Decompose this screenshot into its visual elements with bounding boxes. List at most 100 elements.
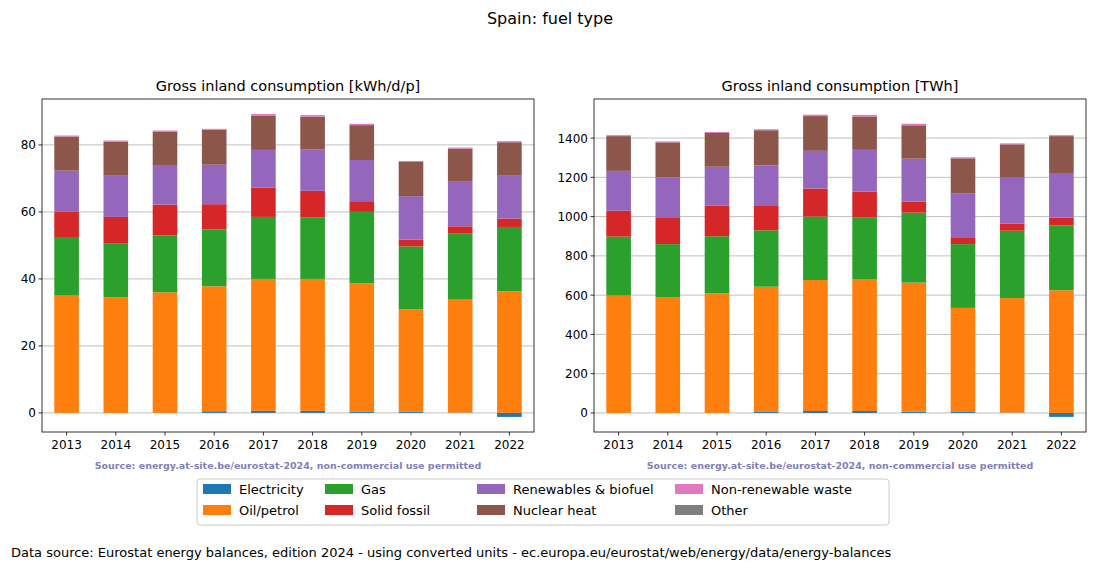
bar (951, 157, 976, 158)
legend-swatch (325, 505, 353, 515)
tick-mark (263, 432, 264, 436)
bar (153, 165, 178, 205)
tick-mark (591, 138, 595, 139)
bar (153, 131, 178, 165)
bar (497, 291, 522, 413)
tick-mark (39, 278, 43, 279)
bar (497, 176, 522, 219)
suptitle: Spain: fuel type (487, 9, 613, 28)
tick-mark (591, 334, 595, 335)
bar (54, 212, 79, 237)
bar (951, 157, 976, 159)
tick-mark (66, 432, 67, 436)
bar (300, 218, 325, 279)
bar (1049, 136, 1074, 173)
bar (803, 115, 828, 116)
bar (656, 298, 681, 413)
bar (251, 115, 276, 150)
bar (1000, 143, 1025, 145)
bar (1000, 144, 1025, 177)
tick-label: 40 (21, 272, 36, 286)
bar (497, 219, 522, 227)
bar (202, 165, 227, 205)
bar (202, 129, 227, 130)
legend-label: Non-renewable waste (711, 482, 852, 497)
tick-label: 2021 (445, 438, 476, 452)
bar (852, 150, 877, 192)
bar (350, 212, 375, 283)
tick-label: 600 (565, 289, 588, 303)
bar (202, 128, 227, 129)
tick-label: 2016 (751, 438, 782, 452)
bar (54, 237, 79, 296)
bar (656, 244, 681, 297)
bar (104, 140, 129, 141)
legend-label: Oil/petrol (239, 503, 299, 518)
bar (803, 114, 828, 115)
tick-label: 2020 (948, 438, 979, 452)
tick-label: 2015 (150, 438, 181, 452)
tick-mark (1061, 432, 1062, 436)
bar (54, 137, 79, 171)
axes-title: Gross inland consumption [TWh] (722, 78, 959, 94)
bar (350, 124, 375, 125)
tick-label: 2015 (702, 438, 733, 452)
tick-mark (591, 216, 595, 217)
bar (656, 142, 681, 177)
tick-mark (1012, 432, 1013, 436)
bar (497, 413, 522, 417)
bar (497, 141, 522, 142)
tick-mark (591, 295, 595, 296)
bar (300, 411, 325, 413)
tick-label: 2021 (997, 438, 1028, 452)
bar (951, 237, 976, 244)
bar (803, 411, 828, 413)
bar (656, 177, 681, 217)
source-note: Source: energy.at-site.be/eurostat-2024,… (95, 460, 482, 471)
tick-label: 2022 (494, 438, 525, 452)
bar (399, 160, 424, 161)
tick-mark (165, 432, 166, 436)
legend-label: Gas (361, 482, 386, 497)
axes: 0204060802013201420152016201720182019202… (21, 78, 534, 471)
tick-mark (509, 432, 510, 436)
tick-mark (766, 432, 767, 436)
bar (754, 411, 779, 413)
bar (202, 204, 227, 229)
tick-mark (591, 373, 595, 374)
bar (705, 131, 730, 133)
axes-title: Gross inland consumption [kWh/d/p] (156, 78, 421, 94)
tick-label: 1200 (557, 171, 588, 185)
legend-label: Renewables & biofuel (513, 482, 654, 497)
legend-label: Nuclear heat (513, 503, 596, 518)
frame (42, 99, 534, 432)
tick-mark (815, 432, 816, 436)
tick-label: 2013 (603, 438, 634, 452)
bar (754, 129, 779, 130)
bar (606, 136, 631, 171)
tick-mark (460, 432, 461, 436)
bar (104, 141, 129, 142)
bar (1000, 231, 1025, 298)
bar (1049, 218, 1074, 226)
bar (606, 171, 631, 211)
tick-mark (591, 177, 595, 178)
tick-mark (591, 255, 595, 256)
bar (399, 162, 424, 196)
bar (350, 412, 375, 413)
bar (153, 130, 178, 131)
bar (705, 293, 730, 413)
tick-label: 2019 (347, 438, 378, 452)
bar (54, 171, 79, 212)
bar (497, 227, 522, 291)
tick-mark (913, 432, 914, 436)
bar (448, 181, 473, 226)
legend-label: Other (711, 503, 749, 518)
bar (1049, 413, 1074, 417)
bar (300, 117, 325, 150)
bar (153, 235, 178, 292)
bar (1049, 135, 1074, 137)
tick-label: 400 (565, 328, 588, 342)
bar (202, 229, 227, 286)
bars (54, 114, 521, 417)
